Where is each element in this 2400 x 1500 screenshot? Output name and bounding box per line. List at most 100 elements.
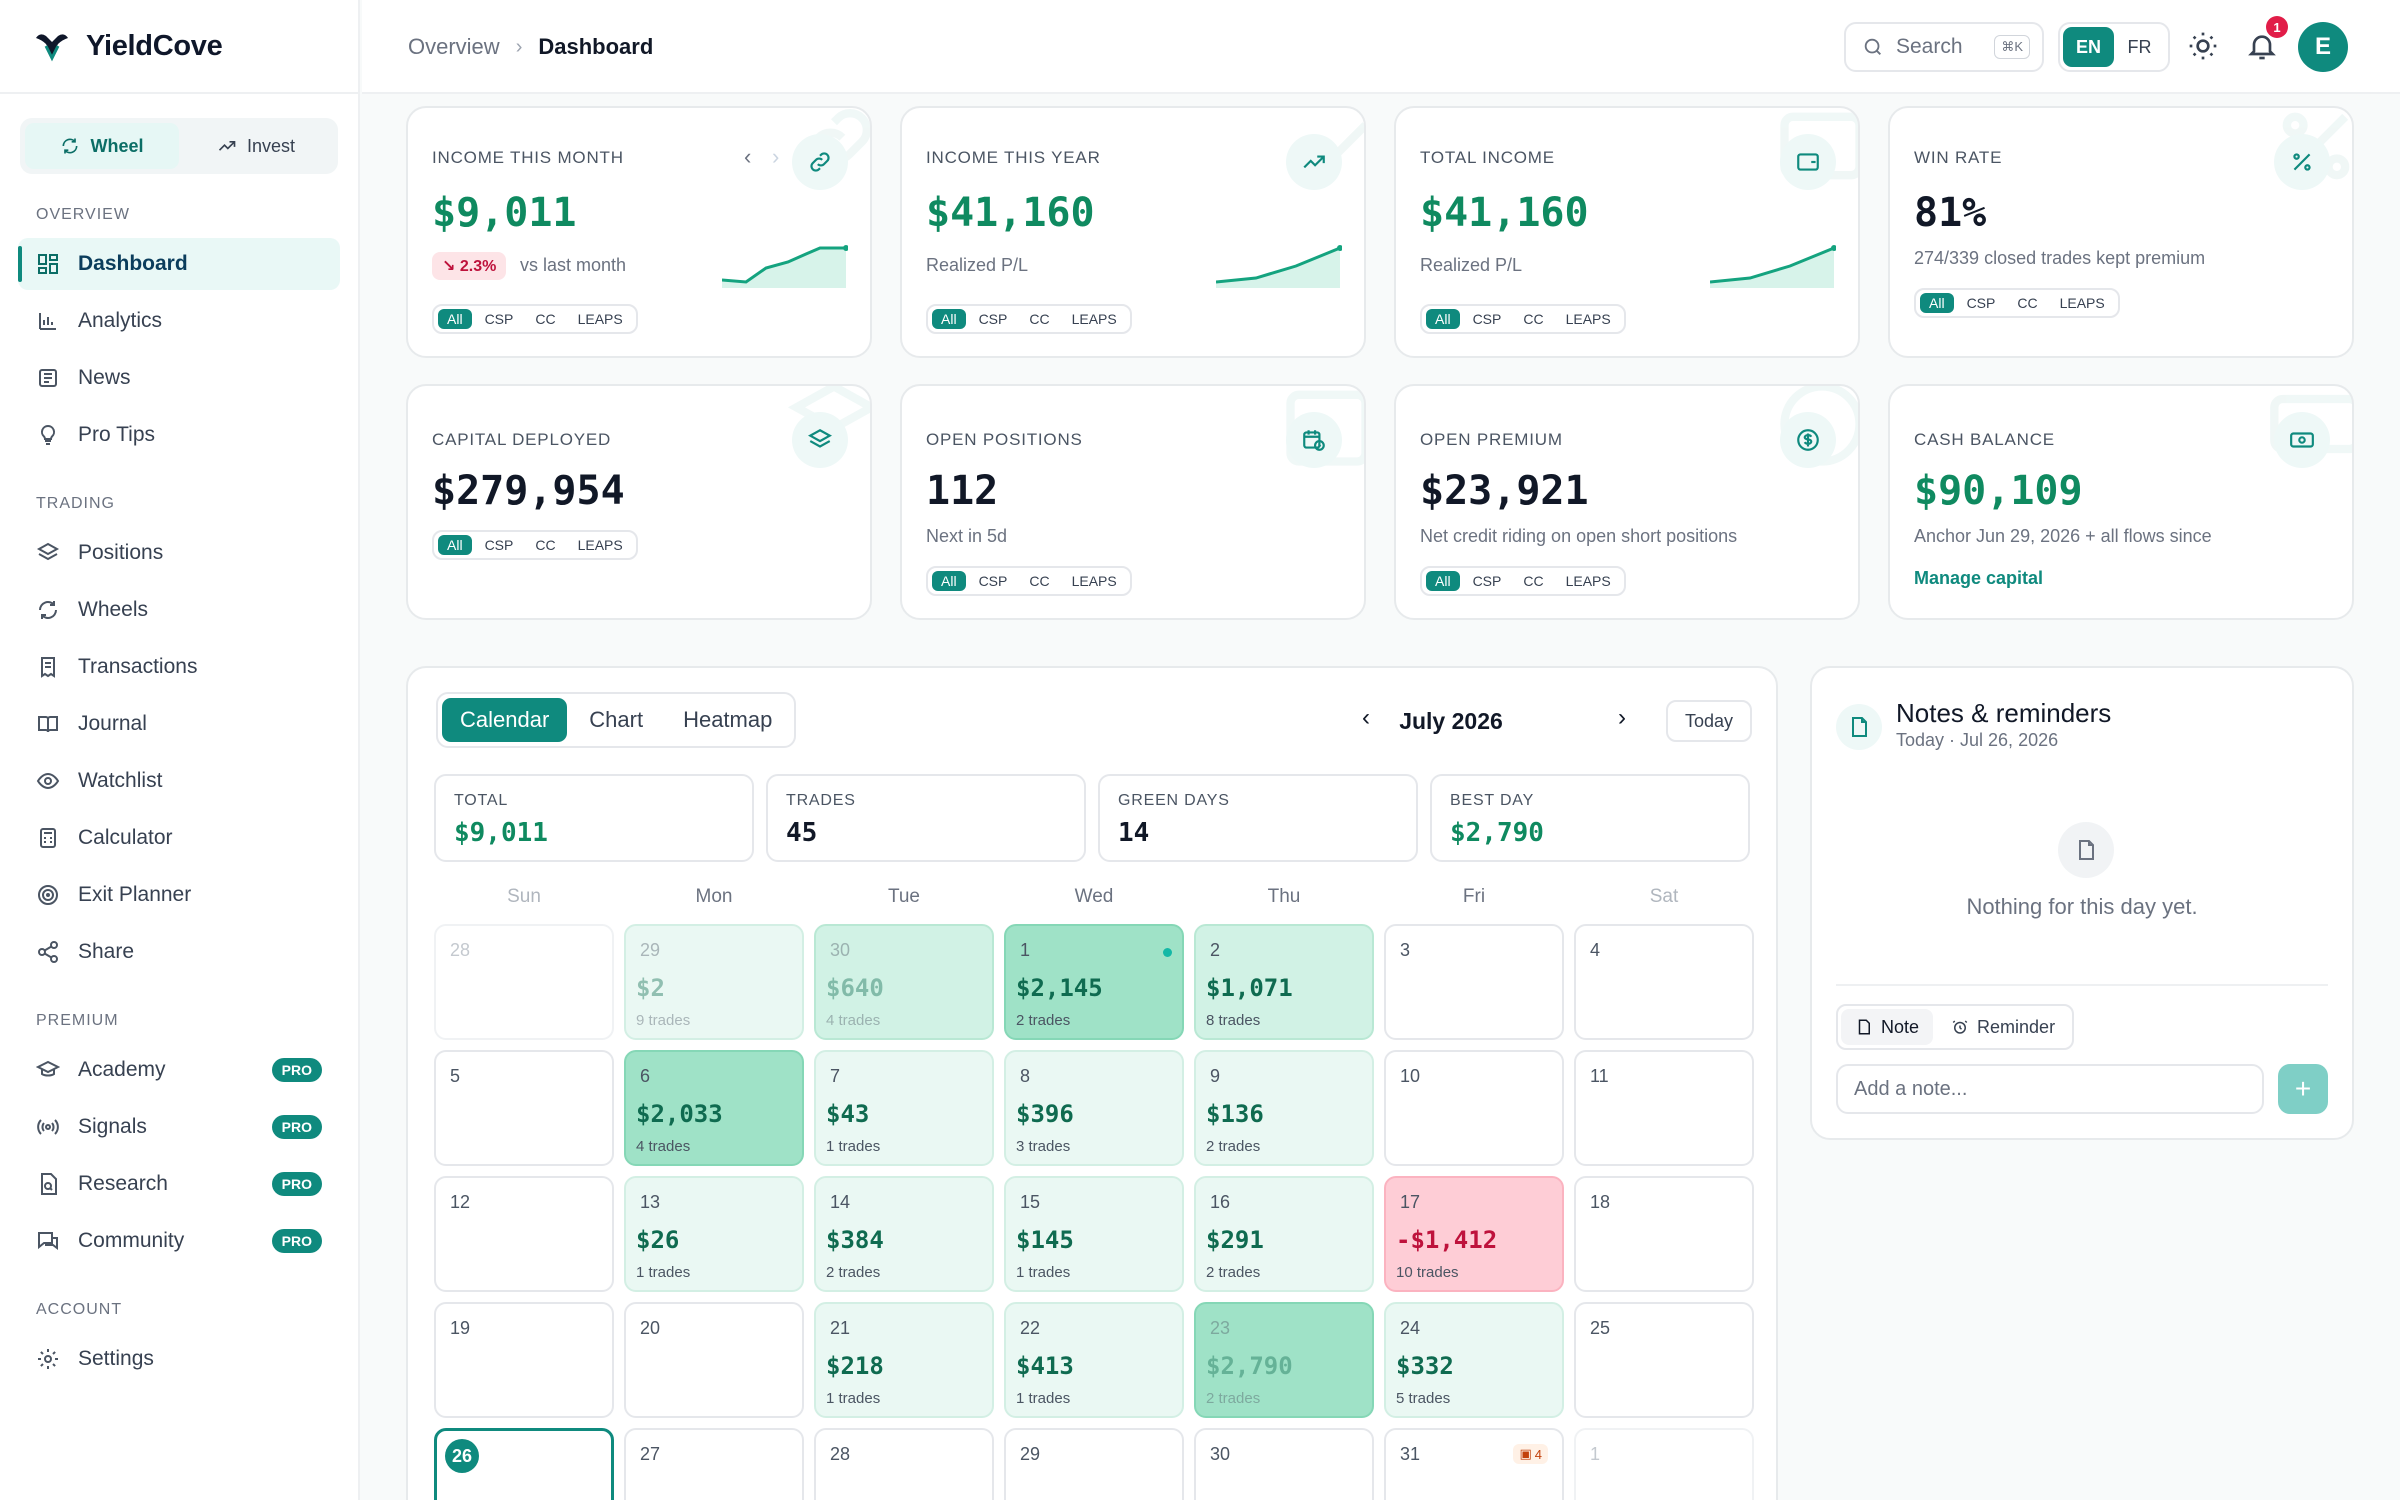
sidebar-item-transactions[interactable]: Transactions xyxy=(18,641,340,693)
calendar-day[interactable]: 31 ▣ 4 xyxy=(1384,1428,1564,1500)
calendar-day[interactable]: 25 xyxy=(1574,1302,1754,1418)
calendar-day[interactable]: 24 $332 5 trades xyxy=(1384,1302,1564,1418)
calendar-day[interactable]: 1 $2,145 2 trades xyxy=(1004,924,1184,1040)
sidebar-item-journal[interactable]: Journal xyxy=(18,698,340,750)
sidebar-item-research[interactable]: Research PRO xyxy=(18,1158,340,1210)
filter-all[interactable]: All xyxy=(1920,293,1954,313)
calendar-day[interactable]: 1 xyxy=(1574,1428,1754,1500)
sidebar-item-share[interactable]: Share xyxy=(18,926,340,978)
sidebar-item-community[interactable]: Community PRO xyxy=(18,1215,340,1267)
filter-csp[interactable]: CSP xyxy=(484,537,514,553)
calendar-day[interactable]: 29 $2 9 trades xyxy=(624,924,804,1040)
filter-leaps[interactable]: LEAPS xyxy=(1565,573,1611,589)
filter-leaps[interactable]: LEAPS xyxy=(2059,295,2105,311)
calendar-day[interactable]: 11 xyxy=(1574,1050,1754,1166)
calendar-day[interactable]: 7 $43 1 trades xyxy=(814,1050,994,1166)
calendar-day[interactable]: 15 $145 1 trades xyxy=(1004,1176,1184,1292)
sidebar-item-exit-planner[interactable]: Exit Planner xyxy=(18,869,340,921)
filter-csp[interactable]: CSP xyxy=(1472,311,1502,327)
filter-csp[interactable]: CSP xyxy=(978,573,1008,589)
filter-csp[interactable]: CSP xyxy=(978,311,1008,327)
sidebar-item-settings[interactable]: Settings xyxy=(18,1333,340,1385)
sidebar-item-wheels[interactable]: Wheels xyxy=(18,584,340,636)
add-note-button[interactable]: + xyxy=(2278,1064,2328,1114)
today-button[interactable]: Today xyxy=(1666,700,1752,742)
note-input[interactable] xyxy=(1836,1064,2264,1114)
calendar-day[interactable]: 28 xyxy=(434,924,614,1040)
filter-cc[interactable]: CC xyxy=(535,311,556,327)
filter-all[interactable]: All xyxy=(1426,309,1460,329)
calendar-day[interactable]: 19 xyxy=(434,1302,614,1418)
calendar-day[interactable]: 8 $396 3 trades xyxy=(1004,1050,1184,1166)
sidebar-item-analytics[interactable]: Analytics xyxy=(18,295,340,347)
filter-all[interactable]: All xyxy=(932,309,966,329)
chevron-left-icon[interactable]: ‹ xyxy=(744,144,752,169)
calendar-day[interactable]: 26 xyxy=(434,1428,614,1500)
calendar-day[interactable]: 6 $2,033 4 trades xyxy=(624,1050,804,1166)
manage-capital-link[interactable]: Manage capital xyxy=(1914,568,2044,588)
filter-leaps[interactable]: LEAPS xyxy=(1071,311,1117,327)
calendar-day[interactable]: 10 xyxy=(1384,1050,1564,1166)
filter-leaps[interactable]: LEAPS xyxy=(1565,311,1611,327)
filter-cc[interactable]: CC xyxy=(535,537,556,553)
filter-cc[interactable]: CC xyxy=(1523,573,1544,589)
note-type-note[interactable]: Note xyxy=(1841,1009,1934,1045)
sidebar-item-signals[interactable]: Signals PRO xyxy=(18,1101,340,1153)
filter-leaps[interactable]: LEAPS xyxy=(577,537,623,553)
calendar-day[interactable]: 16 $291 2 trades xyxy=(1194,1176,1374,1292)
sidebar-item-calculator[interactable]: Calculator xyxy=(18,812,340,864)
calendar-day[interactable]: 30 xyxy=(1194,1428,1374,1500)
filter-cc[interactable]: CC xyxy=(2017,295,2038,311)
filter-all[interactable]: All xyxy=(438,535,472,555)
filter-csp[interactable]: CSP xyxy=(1966,295,1996,311)
calendar-day[interactable]: 23 $2,790 2 trades xyxy=(1194,1302,1374,1418)
calendar-day[interactable]: 22 $413 1 trades xyxy=(1004,1302,1184,1418)
tab-chart[interactable]: Chart xyxy=(589,707,644,732)
calendar-day[interactable]: 28 xyxy=(814,1428,994,1500)
calendar-day[interactable]: 4 xyxy=(1574,924,1754,1040)
filter-all[interactable]: All xyxy=(438,309,472,329)
filter-cc[interactable]: CC xyxy=(1029,573,1050,589)
sidebar-item-watchlist[interactable]: Watchlist xyxy=(18,755,340,807)
calendar-day[interactable]: 3 xyxy=(1384,924,1564,1040)
calendar-day[interactable]: 12 xyxy=(434,1176,614,1292)
sidebar-item-pro-tips[interactable]: Pro Tips xyxy=(18,409,340,461)
chevron-right-icon[interactable]: › xyxy=(772,144,780,169)
filter-cc[interactable]: CC xyxy=(1029,311,1050,327)
mode-invest-button[interactable]: Invest xyxy=(179,123,333,169)
prev-month-button[interactable]: ‹ xyxy=(1362,704,1370,731)
sidebar-item-dashboard[interactable]: Dashboard xyxy=(18,238,340,290)
filter-csp[interactable]: CSP xyxy=(484,311,514,327)
tab-calendar[interactable]: Calendar xyxy=(442,698,568,742)
next-month-button[interactable]: › xyxy=(1618,704,1626,731)
sidebar-item-academy[interactable]: Academy PRO xyxy=(18,1044,340,1096)
calendar-day[interactable]: 9 $136 2 trades xyxy=(1194,1050,1374,1166)
search-button[interactable]: Search ⌘K xyxy=(1844,22,2044,72)
filter-csp[interactable]: CSP xyxy=(1472,573,1502,589)
lang-fr-button[interactable]: FR xyxy=(2127,36,2152,57)
breadcrumb-overview[interactable]: Overview xyxy=(408,34,500,59)
sidebar-item-positions[interactable]: Positions xyxy=(18,527,340,579)
filter-leaps[interactable]: LEAPS xyxy=(1071,573,1117,589)
avatar[interactable]: E xyxy=(2298,22,2348,72)
sidebar-item-news[interactable]: News xyxy=(18,352,340,404)
brand[interactable]: YieldCove xyxy=(0,0,358,94)
bell-icon[interactable] xyxy=(2246,30,2278,62)
calendar-day[interactable]: 5 xyxy=(434,1050,614,1166)
calendar-day[interactable]: 17 -$1,412 10 trades xyxy=(1384,1176,1564,1292)
mode-wheel-button[interactable]: Wheel xyxy=(25,123,179,169)
filter-all[interactable]: All xyxy=(1426,571,1460,591)
calendar-day[interactable]: 13 $26 1 trades xyxy=(624,1176,804,1292)
calendar-day[interactable]: 14 $384 2 trades xyxy=(814,1176,994,1292)
calendar-day[interactable]: 18 xyxy=(1574,1176,1754,1292)
filter-cc[interactable]: CC xyxy=(1523,311,1544,327)
calendar-day[interactable]: 29 xyxy=(1004,1428,1184,1500)
calendar-day[interactable]: 27 xyxy=(624,1428,804,1500)
filter-all[interactable]: All xyxy=(932,571,966,591)
calendar-day[interactable]: 21 $218 1 trades xyxy=(814,1302,994,1418)
lang-en-button[interactable]: EN xyxy=(2063,27,2114,67)
calendar-day[interactable]: 30 $640 4 trades xyxy=(814,924,994,1040)
calendar-day[interactable]: 20 xyxy=(624,1302,804,1418)
calendar-day[interactable]: 2 $1,071 8 trades xyxy=(1194,924,1374,1040)
sun-icon[interactable] xyxy=(2187,30,2219,62)
